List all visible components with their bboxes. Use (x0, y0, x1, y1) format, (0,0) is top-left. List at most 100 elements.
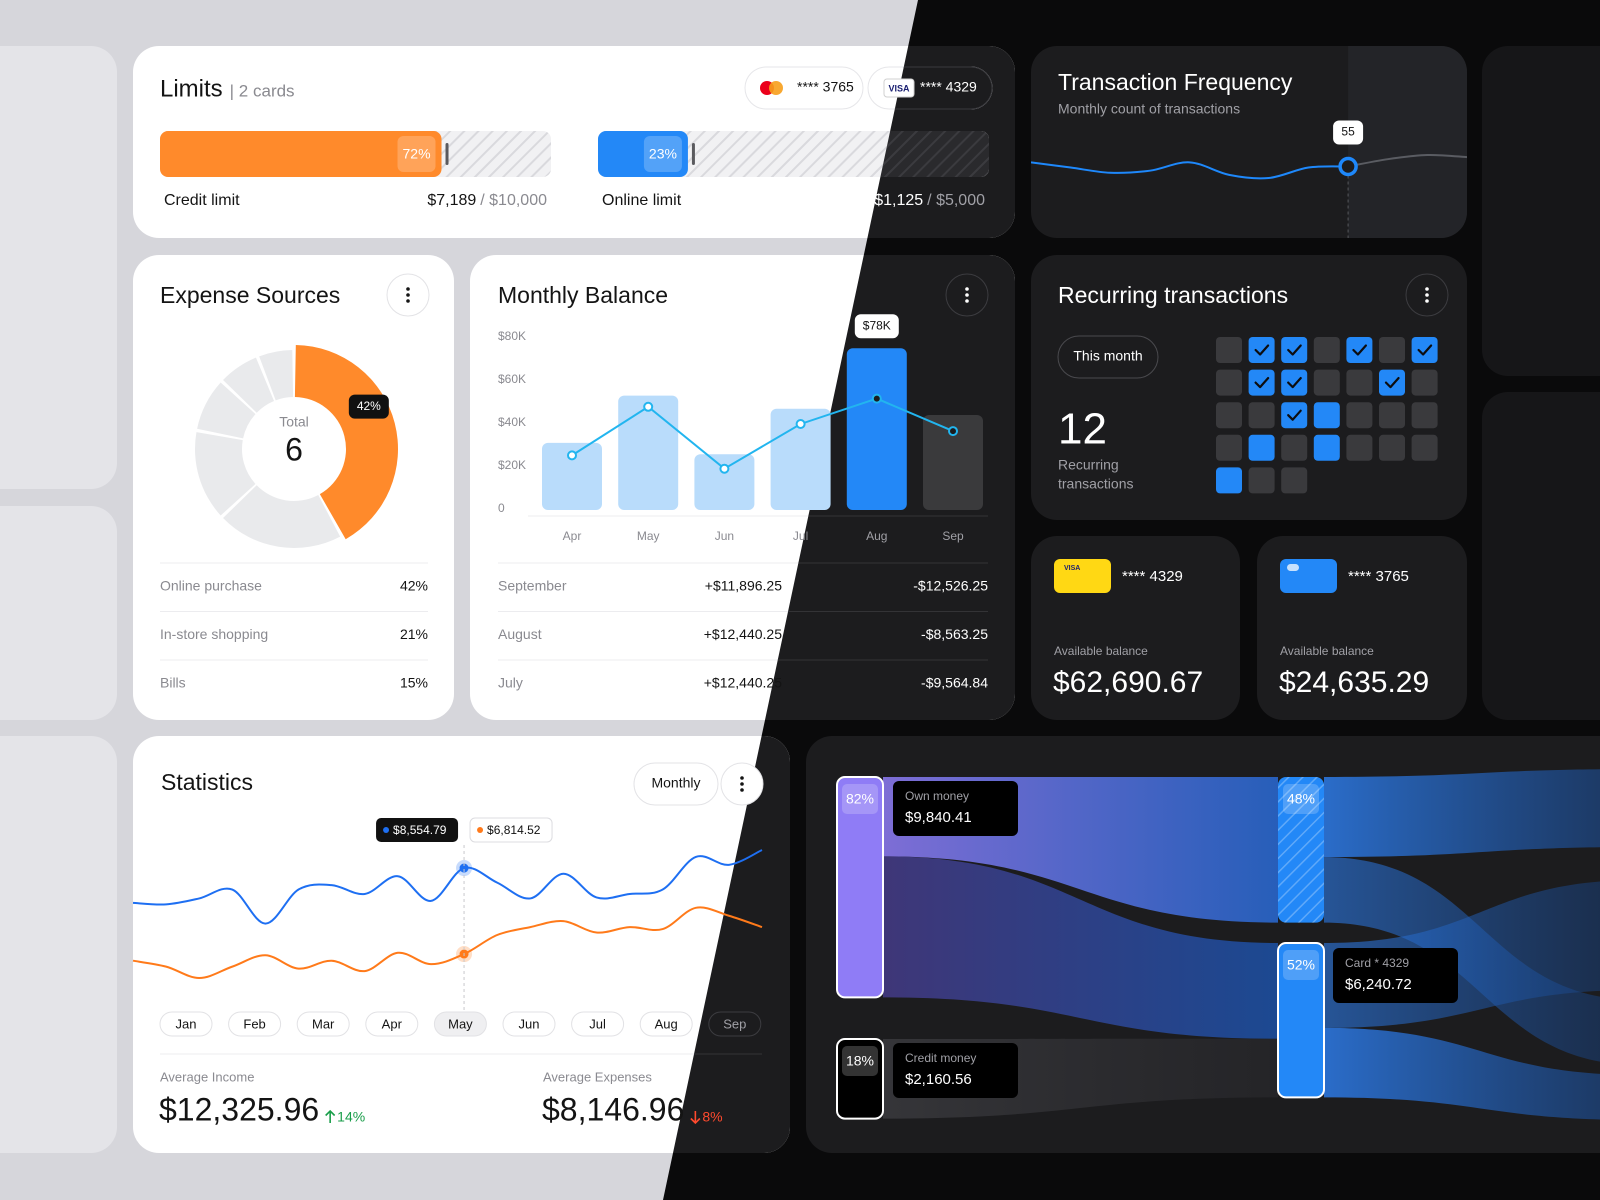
recurring-count: 12 (1058, 405, 1107, 454)
card-number: **** 3765 (797, 79, 854, 95)
average-change: 14% (337, 1109, 365, 1125)
y-tick-label: $60K (498, 372, 526, 386)
flow-label: Own money (905, 789, 969, 803)
month-pill[interactable] (228, 1011, 282, 1037)
value-tooltip (376, 818, 459, 842)
limit-bar (598, 131, 688, 177)
donut-segment (223, 485, 341, 548)
card-logo (769, 81, 783, 95)
month-pill[interactable] (296, 1011, 350, 1037)
calendar-cell (1216, 467, 1242, 494)
card-subtitle: Monthly count of transactions (1058, 101, 1240, 117)
month-label: Mar (312, 1016, 335, 1031)
filter-button[interactable] (1057, 335, 1159, 379)
month-pill[interactable] (365, 1011, 419, 1037)
limit-pill (397, 136, 436, 172)
donut-segment (259, 350, 294, 401)
x-tick-label: Aug (866, 529, 887, 543)
period-label: Monthly (651, 775, 700, 791)
value-tooltip (1333, 120, 1364, 145)
flow-ribbon (1324, 1027, 1600, 1120)
calendar-cell (1281, 467, 1308, 494)
x-tick-label: Jun (715, 529, 734, 543)
limit-amount: $7,189 (427, 192, 476, 209)
ghost-card (0, 506, 117, 720)
row-name: Bills (160, 675, 186, 691)
filter-label: This month (1073, 348, 1142, 364)
month-pill[interactable] (639, 1011, 693, 1037)
menu-dot (406, 287, 410, 291)
month-pill[interactable] (433, 1011, 487, 1037)
calendar-cell (1281, 369, 1308, 396)
y-tick-label: $80K (498, 329, 526, 343)
month-pill[interactable] (708, 1011, 762, 1037)
row-expense: -$9,564.84 (921, 675, 988, 691)
month-label: Aug (655, 1016, 678, 1031)
menu-dot (965, 287, 969, 291)
month-pill[interactable] (159, 1011, 213, 1037)
calendar-cell (1248, 337, 1275, 363)
card-brand: VISA (1064, 565, 1080, 572)
card (133, 255, 454, 720)
card-title: Monthly Balance (498, 282, 668, 308)
arrow-up (325, 1109, 336, 1123)
card-icon (1054, 559, 1111, 593)
row-value: 21% (400, 626, 428, 642)
flow-node (836, 776, 884, 999)
card-brand: VISA (888, 83, 910, 93)
balance-point (567, 450, 577, 461)
month-pill[interactable] (502, 1011, 556, 1037)
limit-marker (445, 143, 449, 165)
node-percent: 18% (846, 1053, 874, 1069)
row-income: +$12,440.25 (704, 626, 782, 642)
recurring-label: Recurring (1058, 457, 1119, 473)
value-label: $6,814.52 (487, 823, 541, 837)
limit-label: Credit limit (164, 192, 240, 209)
calendar-cell (1216, 402, 1242, 429)
value-label: 55 (1341, 125, 1355, 139)
calendar-cell (1346, 369, 1373, 396)
y-tick-label: $40K (498, 415, 526, 429)
period-button[interactable] (633, 762, 719, 806)
calendar-cell (1313, 434, 1340, 461)
limit-bar (160, 131, 442, 177)
donut-segment (195, 432, 256, 516)
card-number: **** 4329 (920, 79, 977, 95)
node-badge (1283, 950, 1319, 980)
calendar-cell (1346, 434, 1373, 461)
month-pill[interactable] (571, 1011, 625, 1037)
menu-dot (740, 788, 744, 792)
check-mark (1287, 377, 1302, 389)
flow-amount: $6,240.72 (1345, 976, 1412, 993)
limit-percent: 72% (403, 146, 431, 162)
flow-ribbon (1324, 769, 1600, 858)
ghost-card (0, 46, 117, 489)
calendar-cell (1313, 337, 1340, 363)
flow-label: Credit money (905, 1051, 976, 1065)
check-mark (1352, 344, 1367, 356)
calendar-cell (1281, 402, 1308, 429)
menu-dot (740, 782, 744, 786)
bar (846, 348, 907, 510)
ghost-card (1482, 392, 1600, 720)
node-hatch (1278, 777, 1324, 923)
average-amount: $8,146.96 (542, 1091, 684, 1127)
card-chip[interactable] (744, 66, 864, 110)
x-tick-label: Apr (563, 529, 582, 543)
statistics-line (132, 906, 763, 980)
calendar-cell (1216, 369, 1242, 396)
frequency-line (1031, 161, 1349, 180)
check-mark (1254, 377, 1270, 389)
ghost-card (1482, 46, 1600, 376)
row-value: 15% (400, 675, 428, 691)
menu-dot (740, 776, 744, 780)
card-title: Statistics (161, 769, 253, 795)
average-change: 8% (702, 1109, 722, 1125)
highlight-point (1338, 156, 1358, 177)
donut-segment (223, 357, 275, 413)
month-label: Apr (382, 1016, 403, 1031)
node-badge (842, 784, 878, 814)
bar (770, 408, 831, 510)
value-tooltip (469, 817, 553, 843)
